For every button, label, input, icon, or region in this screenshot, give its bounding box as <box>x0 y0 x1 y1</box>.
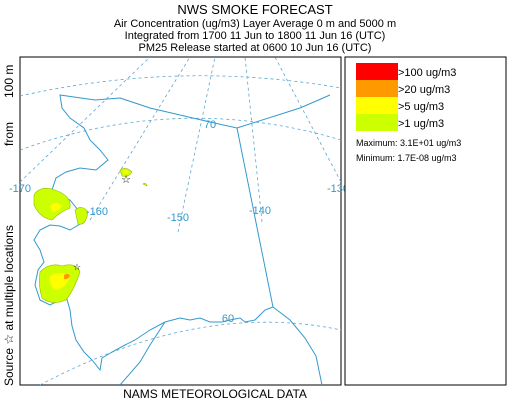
graticule-label: -160 <box>86 206 108 218</box>
smoke-area <box>64 273 70 280</box>
coastline <box>236 94 331 129</box>
graticule-label: -170 <box>9 183 31 195</box>
coastline <box>272 306 323 385</box>
legend-label: >100 ug/m3 <box>398 67 456 79</box>
legend-label: >20 ug/m3 <box>398 84 450 96</box>
coastline <box>119 321 166 385</box>
subtitle: PM25 Release started at 0600 10 Jun 16 (… <box>139 42 372 54</box>
subtitle: Integrated from 1700 11 Jun to 1800 11 J… <box>125 30 386 42</box>
subtitle: Air Concentration (ug/m3) Layer Average … <box>114 18 396 30</box>
side-label: 100 m <box>2 65 16 98</box>
legend-swatch <box>356 97 398 114</box>
maximum: Maximum: 3.1E+01 ug/m3 <box>356 138 461 148</box>
graticule-label: -140 <box>249 205 271 217</box>
graticule-label: 70 <box>204 119 216 131</box>
side-label: from <box>2 122 16 146</box>
parallel <box>20 75 341 97</box>
legend-label: >5 ug/m3 <box>398 101 444 113</box>
smoke-area <box>50 203 62 212</box>
meridian <box>244 57 263 223</box>
coastline <box>33 94 274 372</box>
legend: >100 ug/m3 >20 ug/m3 >5 ug/m3 >1 ug/m3 Maxim… <box>344 56 507 386</box>
legend-swatch <box>356 80 398 97</box>
graticule-label: -130 <box>327 183 349 195</box>
legend-label: >1 ug/m3 <box>398 118 444 130</box>
title: NWS SMOKE FORECAST <box>177 2 332 17</box>
source-marker: ☆ <box>121 174 131 186</box>
meridian <box>89 57 191 221</box>
footer: NAMS METEOROLOGICAL DATA <box>123 387 307 401</box>
side-label: Source ☆ at multiple locations <box>2 225 16 386</box>
source-marker: ☆ <box>73 262 81 272</box>
graticule-label: -150 <box>167 212 189 224</box>
map: ☆ ☆ -170 -160 -150 -140 -130 70 60 <box>9 56 349 386</box>
legend-swatch <box>356 63 398 80</box>
meridian <box>20 57 151 183</box>
smoke-area <box>123 170 129 175</box>
legend-swatch <box>356 114 398 131</box>
parallel <box>20 117 341 151</box>
graticule-label: 60 <box>222 313 234 325</box>
minimum: Minimum: 1.7E-08 ug/m3 <box>356 153 457 163</box>
